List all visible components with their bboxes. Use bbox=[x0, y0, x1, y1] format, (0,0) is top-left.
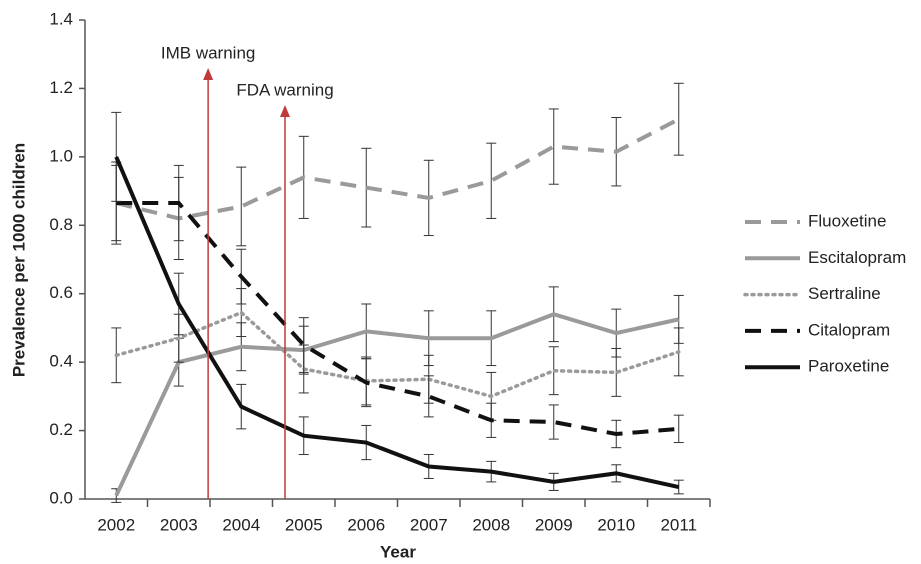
x-tick-label: 2006 bbox=[347, 515, 385, 534]
y-tick-label: 0.6 bbox=[49, 283, 73, 302]
series-line bbox=[114, 310, 681, 399]
annotation-arrow bbox=[203, 68, 214, 80]
error-bar bbox=[298, 317, 309, 373]
legend-label: Fluoxetine bbox=[808, 211, 886, 230]
legend-label: Escitalopram bbox=[808, 248, 906, 267]
series-line bbox=[115, 117, 680, 221]
x-axis-label: Year bbox=[380, 542, 416, 561]
annotation-text: IMB warning bbox=[161, 43, 255, 62]
x-tick-label: 2008 bbox=[472, 515, 510, 534]
x-tick-label: 2005 bbox=[285, 515, 323, 534]
legend-label: Citalopram bbox=[808, 320, 890, 339]
error-bar bbox=[236, 166, 247, 247]
y-tick-label: 0.0 bbox=[49, 488, 73, 507]
error-bar bbox=[673, 414, 684, 444]
x-tick-label: 2003 bbox=[160, 515, 198, 534]
x-tick-label: 2002 bbox=[97, 515, 135, 534]
y-axis-label: Prevalence per 1000 children bbox=[9, 143, 28, 377]
error-bar bbox=[548, 108, 559, 185]
y-tick-label: 1.4 bbox=[49, 9, 73, 28]
legend-label: Sertraline bbox=[808, 284, 881, 303]
error-bar bbox=[673, 82, 684, 156]
annotation-text: FDA warning bbox=[236, 80, 333, 99]
x-tick-label: 2004 bbox=[222, 515, 260, 534]
x-tick-label: 2009 bbox=[535, 515, 573, 534]
error-bar bbox=[548, 404, 559, 440]
x-tick-label: 2011 bbox=[660, 515, 697, 534]
x-tick-label: 2010 bbox=[597, 515, 635, 534]
y-tick-label: 0.2 bbox=[49, 420, 73, 439]
series-line bbox=[116, 201, 679, 437]
y-tick-label: 0.4 bbox=[49, 352, 73, 371]
annotation-arrow bbox=[280, 105, 290, 117]
y-tick-label: 1.2 bbox=[49, 78, 73, 97]
legend-label: Paroxetine bbox=[808, 357, 889, 376]
error-bar bbox=[423, 375, 434, 418]
y-tick-label: 1.0 bbox=[49, 146, 73, 165]
y-tick-label: 0.8 bbox=[49, 215, 73, 234]
x-tick-label: 2007 bbox=[410, 515, 448, 534]
error-bar bbox=[486, 142, 497, 219]
series-line bbox=[114, 156, 680, 489]
